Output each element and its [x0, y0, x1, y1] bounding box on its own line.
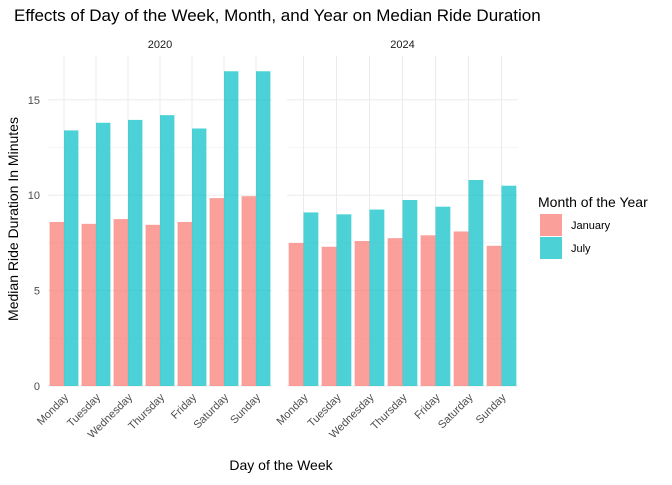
bar-july-saturday	[224, 71, 239, 386]
bar-july-friday	[192, 128, 207, 387]
x-tick-label: Saturday	[436, 391, 476, 431]
bar-july-monday	[64, 130, 79, 386]
bar-january-wednesday	[113, 219, 128, 386]
facet-label: 2020	[148, 39, 172, 51]
bar-january-saturday	[209, 198, 224, 386]
y-tick-label: 10	[28, 190, 40, 202]
bar-july-tuesday	[336, 214, 352, 386]
y-axis-label: Median Ride Duration In Minutes	[5, 117, 21, 321]
bar-january-thursday	[387, 238, 403, 386]
x-axis-label: Day of the Week	[229, 457, 333, 473]
bar-july-thursday	[402, 200, 418, 386]
bar-january-friday	[420, 235, 436, 386]
bar-january-tuesday	[81, 223, 96, 386]
x-tick-label: Saturday	[192, 391, 232, 431]
x-tick-label: Sunday	[228, 391, 263, 426]
legend: Month of the Year January July	[538, 194, 648, 259]
bar-january-sunday	[486, 245, 502, 386]
bar-july-thursday	[160, 115, 175, 387]
legend-key-january	[540, 214, 562, 236]
chart-title: Effects of Day of the Week, Month, and Y…	[14, 6, 541, 25]
bar-january-thursday	[145, 224, 160, 386]
bar-july-friday	[435, 206, 451, 386]
legend-title: Month of the Year	[538, 194, 648, 210]
legend-entry-january: January	[571, 220, 611, 232]
bar-january-tuesday	[321, 246, 337, 386]
plot-area: 0 5 10 152020MondayTuesdayWednesdayThursday…	[28, 39, 518, 441]
bar-january-sunday	[241, 196, 256, 386]
bar-july-monday	[303, 212, 319, 386]
y-tick-label: 0	[34, 381, 40, 393]
bar-july-wednesday	[128, 119, 143, 386]
x-tick-label: Friday	[169, 391, 199, 421]
bar-july-wednesday	[369, 209, 385, 386]
bar-july-sunday	[256, 71, 271, 386]
x-tick-label: Sunday	[474, 391, 509, 426]
bar-july-tuesday	[96, 122, 111, 387]
x-tick-label: Friday	[413, 391, 443, 421]
bar-january-wednesday	[354, 241, 370, 386]
y-tick-label: 5	[34, 286, 40, 298]
bar-july-sunday	[501, 185, 517, 386]
legend-entry-july: July	[571, 243, 591, 255]
facet-label: 2024	[390, 39, 414, 51]
bar-july-saturday	[468, 179, 484, 386]
legend-key-july	[540, 237, 562, 259]
y-tick-label: 15	[28, 95, 40, 107]
bar-january-friday	[177, 221, 192, 386]
bar-january-saturday	[453, 231, 469, 386]
bar-january-monday	[49, 221, 64, 386]
x-tick-label: Thursday	[369, 391, 410, 432]
bar-january-monday	[288, 242, 304, 386]
